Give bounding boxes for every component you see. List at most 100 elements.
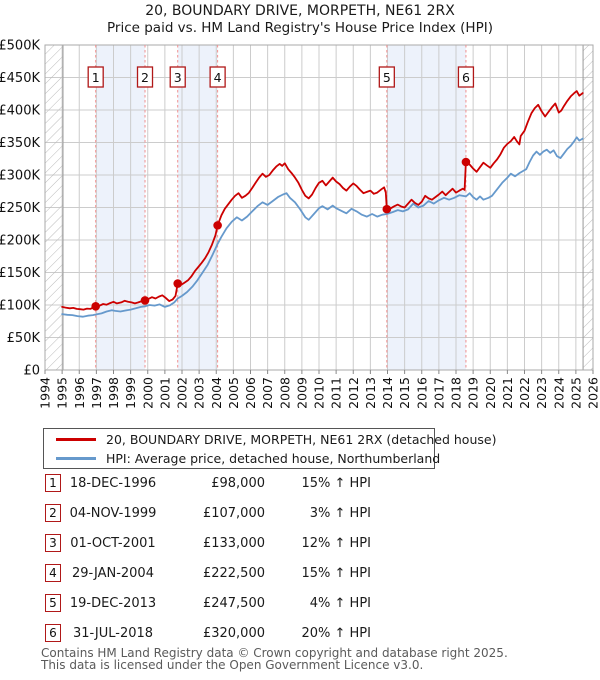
hpi-line-swatch: [56, 456, 96, 460]
sale-badge-box-5: [378, 66, 395, 88]
price-paid-hpi-adjusted-line: [61, 90, 584, 311]
sale-hpi-delta: 15% ↑ HPI: [301, 475, 371, 491]
legend-label-property: 20, BOUNDARY DRIVE, MORPETH, NE61 2RX (d…: [106, 431, 497, 447]
y-axis-price-label: £450K: [0, 71, 40, 86]
sale-date: 29-JAN-2004: [72, 565, 154, 581]
sale-date: 31-JUL-2018: [72, 625, 154, 641]
x-axis-year-label: 2007: [260, 377, 275, 409]
page-subtitle: Price paid vs. HM Land Registry's House …: [107, 20, 493, 36]
x-axis-year-label: 2026: [586, 377, 600, 409]
sale-badge-number-2: 2: [141, 70, 149, 85]
x-axis-year-label: 2006: [243, 377, 258, 409]
sale-badge-number-1: 1: [92, 70, 100, 85]
sale-price: £98,000: [211, 475, 265, 491]
sale-badge-number-5: 5: [383, 70, 391, 85]
x-axis-year-label: 2012: [346, 377, 361, 409]
x-axis-year-label: 2005: [226, 377, 241, 409]
sale-price: £222,500: [202, 565, 265, 581]
license-footer: Contains HM Land Registry data © Crown c…: [41, 646, 508, 672]
sale-hpi-delta: 4% ↑ HPI: [309, 595, 371, 611]
y-axis-price-label: £300K: [0, 169, 40, 184]
y-axis-price-label: £500K: [0, 39, 40, 54]
sale-badge-number-3: 3: [174, 70, 182, 85]
x-axis-year-label: 2004: [209, 377, 224, 409]
x-axis-year-label: 2003: [192, 377, 207, 409]
x-axis-year-label: 2009: [294, 377, 309, 409]
footer-line-1: Contains HM Land Registry data © Crown c…: [41, 646, 508, 660]
sale-date: 18-DEC-1996: [69, 475, 157, 491]
legend-row-property: 20, BOUNDARY DRIVE, MORPETH, NE61 2RX (d…: [44, 432, 496, 447]
x-axis-year-label: 1998: [106, 377, 121, 409]
sale-date: 01-OCT-2001: [70, 535, 156, 551]
x-axis-year-label: 2022: [517, 377, 532, 409]
x-axis-year-label: 2023: [534, 377, 549, 409]
sale-row-4: 4 29-JAN-2004 £222,500 15% ↑ HPI: [45, 564, 371, 582]
sale-marker-dot-3: [173, 279, 183, 288]
sale-marker-dot-4: [213, 221, 222, 230]
sale-row-2: 2 04-NOV-1999 £107,000 3% ↑ HPI: [45, 504, 371, 522]
x-axis-year-label: 2011: [329, 377, 344, 409]
y-axis-price-label: £400K: [0, 104, 40, 119]
y-axis-price-label: £100K: [0, 299, 40, 314]
sale-number-badge: 4: [45, 564, 61, 582]
x-axis-year-label: 1999: [123, 377, 138, 409]
x-axis-year-label: 2025: [568, 377, 583, 409]
sale-badge-number-6: 6: [462, 70, 470, 85]
y-axis-price-label: £200K: [0, 234, 40, 249]
x-axis-year-label: 2013: [363, 377, 378, 409]
sale-number-badge: 3: [45, 534, 61, 552]
y-axis-price-label: £150K: [0, 266, 40, 281]
left-hatched-region: [45, 45, 63, 370]
y-axis-price-label: £0: [23, 364, 40, 379]
x-axis-year-label: 2000: [140, 377, 155, 409]
x-axis-year-label: 2021: [500, 377, 515, 409]
x-axis-year-label: 1996: [72, 377, 87, 409]
sale-badge-box-4: [209, 66, 226, 88]
x-axis-year-label: 2001: [157, 377, 172, 409]
property-line-swatch: [56, 437, 96, 441]
footer-line-2: This data is licensed under the Open Gov…: [41, 657, 424, 672]
chart-legend: 20, BOUNDARY DRIVE, MORPETH, NE61 2RX (d…: [43, 428, 496, 469]
sale-marker-dot-6: [461, 157, 471, 167]
sale-price: £133,000: [202, 535, 265, 551]
x-axis-year-label: 1995: [55, 377, 70, 409]
sale-date: 04-NOV-1999: [69, 505, 157, 521]
sale-badge-box-3: [169, 66, 186, 88]
sale-badge-number-4: 4: [214, 70, 222, 85]
x-axis-year-label: 2014: [380, 377, 395, 409]
page-title: 20, BOUNDARY DRIVE, MORPETH, NE61 2RX: [145, 3, 455, 19]
x-axis-year-label: 2008: [277, 377, 292, 409]
sale-number-badge: 6: [45, 624, 61, 642]
hpi-average-northumberland-detached-line: [61, 136, 584, 318]
sale-badge-box-1: [87, 66, 104, 88]
sale-row-1: 1 18-DEC-1996 £98,000 15% ↑ HPI: [45, 474, 371, 492]
legend-label-hpi: HPI: Average price, detached house, Nort…: [106, 450, 441, 466]
sale-badge-box-6: [457, 66, 475, 88]
sale-marker-dot-2: [140, 296, 150, 305]
sale-hpi-delta: 12% ↑ HPI: [301, 535, 371, 551]
sale-hpi-delta: 3% ↑ HPI: [309, 505, 371, 521]
y-axis-price-label: £350K: [0, 136, 40, 151]
x-axis-year-label: 2010: [312, 377, 327, 409]
sale-number-badge: 5: [45, 594, 61, 612]
right-hatched-region: [583, 45, 593, 370]
sale-hpi-delta: 20% ↑ HPI: [301, 625, 371, 641]
x-axis-year-label: 2016: [414, 377, 429, 409]
x-axis-year-label: 1994: [38, 377, 53, 409]
sale-price: £247,500: [202, 595, 265, 611]
sale-number-badge: 1: [45, 474, 61, 492]
sale-price: £320,000: [202, 625, 265, 641]
x-axis-year-label: 2018: [449, 377, 464, 409]
sale-row-5: 5 19-DEC-2013 £247,500 4% ↑ HPI: [45, 594, 371, 612]
x-axis-year-label: 2024: [551, 377, 566, 409]
x-axis-year-label: 1997: [89, 377, 104, 409]
x-axis-year-label: 2019: [466, 377, 481, 409]
sale-badge-box-2: [136, 66, 154, 88]
x-axis-year-label: 2002: [175, 377, 190, 409]
x-axis-year-label: 2020: [483, 377, 498, 409]
y-axis-price-label: £50K: [7, 331, 41, 346]
sale-number-badge: 2: [45, 504, 61, 522]
sale-hpi-delta: 15% ↑ HPI: [301, 565, 371, 581]
legend-row-hpi: HPI: Average price, detached house, Nort…: [44, 451, 440, 466]
